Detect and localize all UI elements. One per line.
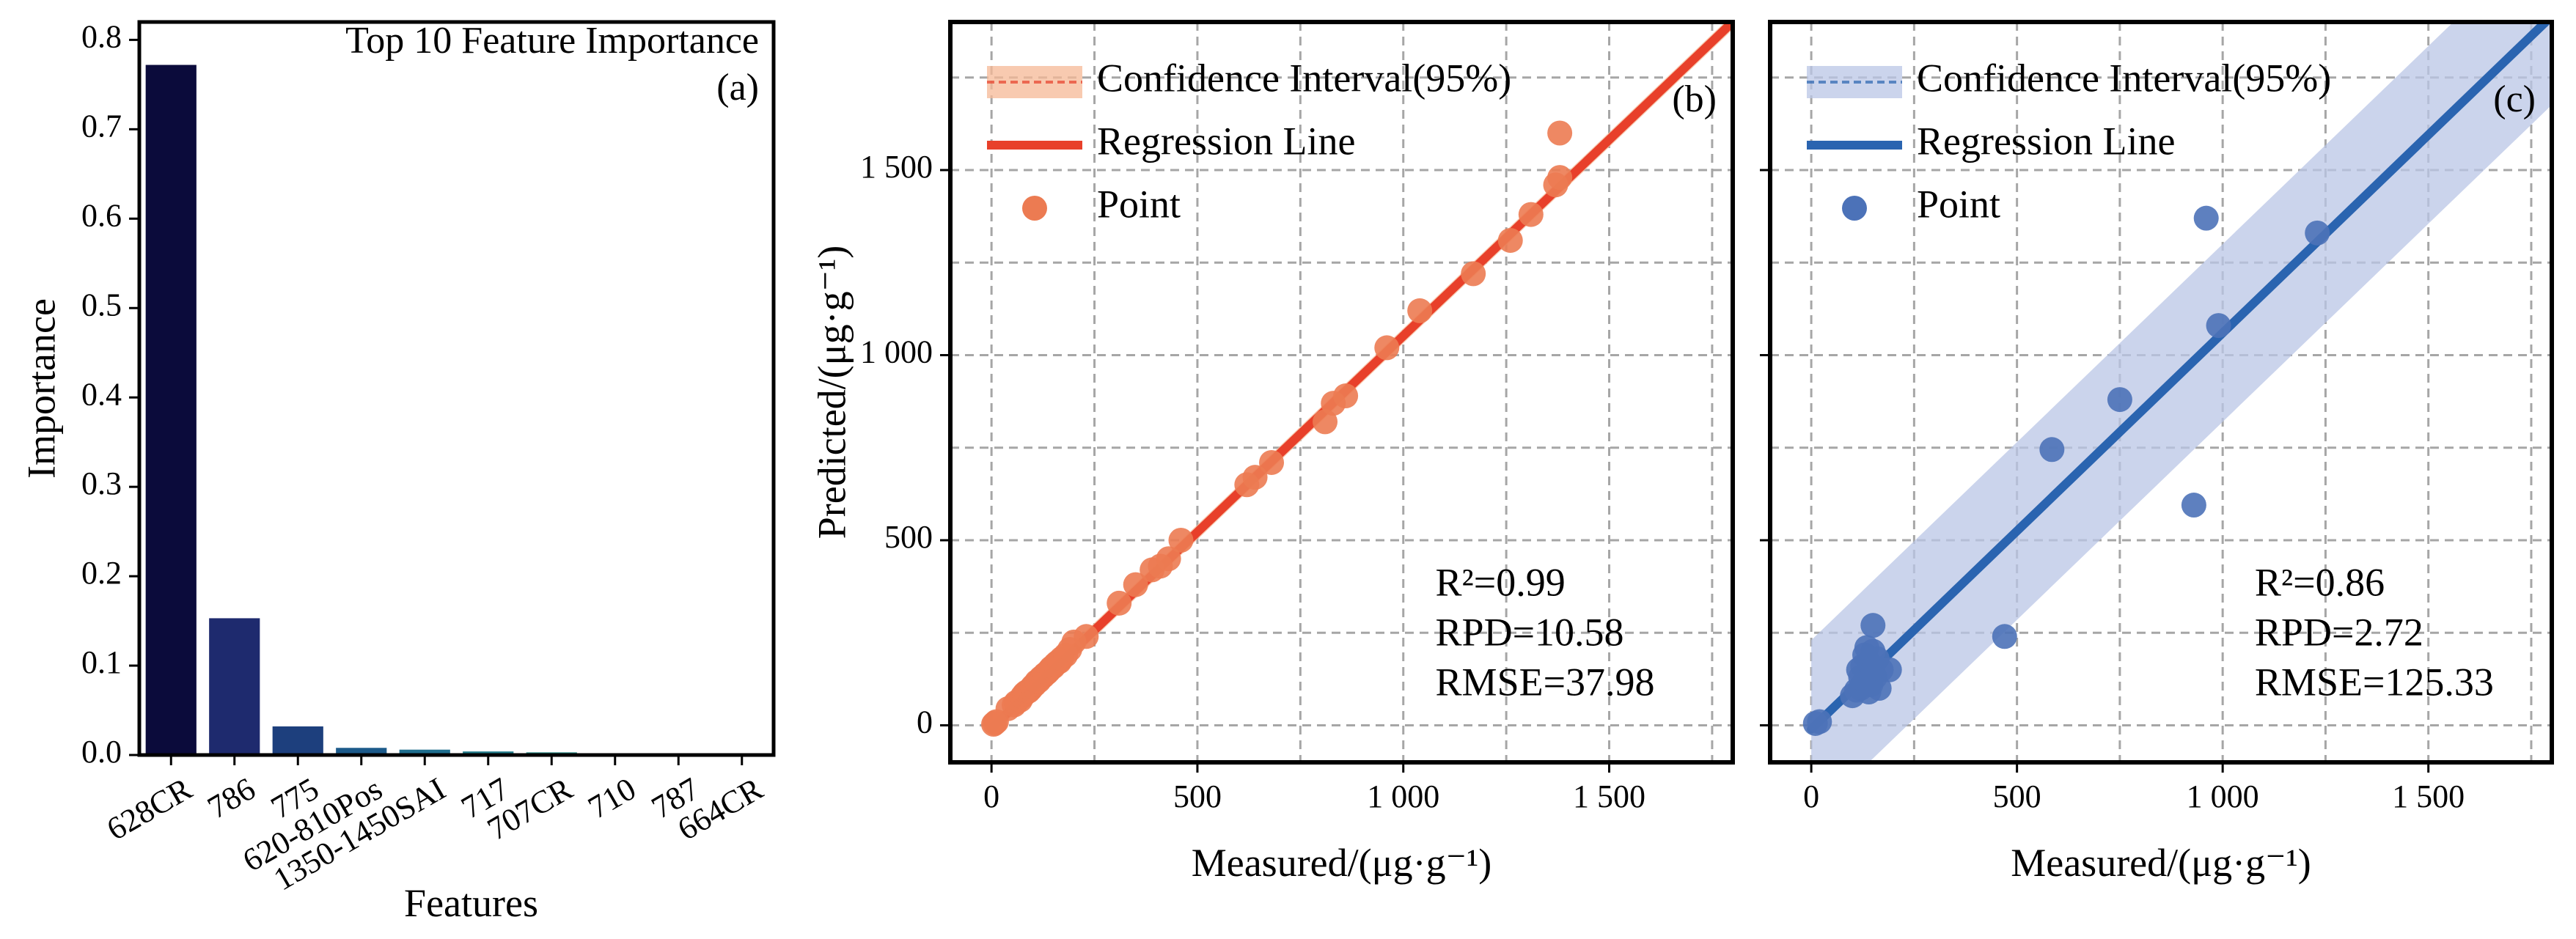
- data-point: [2039, 437, 2065, 463]
- legend-swatch-point: [1022, 196, 1047, 221]
- y-tick-label: 0.7: [81, 108, 122, 144]
- data-point: [1156, 546, 1181, 572]
- x-axis-label: Features: [404, 881, 538, 925]
- panel-label: (a): [716, 67, 759, 108]
- bar: [399, 749, 450, 755]
- data-point: [1123, 572, 1148, 597]
- data-point: [1518, 202, 1544, 227]
- x-tick-label: 0: [1803, 778, 1819, 814]
- stat-text: RMSE=37.98: [1436, 660, 1655, 704]
- data-point: [2193, 205, 2219, 231]
- x-tick-label: 500: [1173, 778, 1222, 814]
- stat-text: RPD=10.58: [1436, 610, 1624, 654]
- data-point: [1461, 261, 1486, 287]
- y-tick-label: 0.2: [81, 555, 122, 591]
- x-tick-label: 628CR: [100, 770, 198, 847]
- x-tick-label: 1 500: [2392, 778, 2465, 814]
- stat-text: RPD=2.72: [2255, 610, 2423, 654]
- stat-text: RMSE=125.33: [2255, 660, 2494, 704]
- plot-frame: [1768, 20, 2554, 765]
- legend-label: Confidence Interval(95%): [1097, 56, 1511, 100]
- data-point: [1242, 465, 1268, 490]
- bar: [209, 618, 260, 755]
- legend-label: Confidence Interval(95%): [1917, 56, 2331, 100]
- legend-label: Regression Line: [1097, 119, 1355, 163]
- x-tick-label: 1 500: [1573, 778, 1645, 814]
- y-tick-label: 0.4: [81, 376, 122, 412]
- data-point: [1074, 624, 1099, 649]
- data-point: [1866, 676, 1892, 701]
- bar: [272, 726, 323, 755]
- y-tick-label: 500: [884, 519, 933, 555]
- data-point: [1107, 590, 1132, 616]
- panel-label: (c): [2493, 78, 2536, 120]
- y-tick-label: 0.5: [81, 287, 122, 323]
- regression-line: [1807, 22, 2552, 734]
- data-point: [2206, 313, 2231, 339]
- y-tick-label: 0.3: [81, 465, 122, 501]
- legend-label: Point: [1097, 182, 1181, 226]
- data-point: [2181, 493, 2206, 518]
- legend-swatch-point: [1842, 196, 1867, 221]
- regression-group: [980, 22, 1733, 737]
- y-tick-label: 0.6: [81, 197, 122, 233]
- plot-frame: [948, 20, 1735, 765]
- data-point: [1168, 528, 1194, 553]
- data-point: [1876, 657, 1902, 682]
- y-tick-label: 1 500: [860, 149, 933, 185]
- stat-text: R²=0.86: [2255, 560, 2385, 604]
- confidence-band: [1811, 22, 2552, 762]
- data-point: [1407, 298, 1433, 323]
- x-tick-label: 500: [1993, 778, 2041, 814]
- data-point: [2107, 387, 2132, 413]
- y-tick-label: 1 000: [860, 334, 933, 370]
- y-tick-label: 0.8: [81, 18, 122, 54]
- x-tick-label: 1 000: [2187, 778, 2259, 814]
- data-point: [1807, 709, 1832, 734]
- y-axis-label: Importance: [19, 298, 63, 479]
- x-axis-label: Measured/(μg·g⁻¹): [2011, 841, 2311, 885]
- x-tick-label: 0: [983, 778, 999, 814]
- y-tick-label: 0: [917, 704, 933, 740]
- bar: [336, 748, 387, 755]
- y-tick-label: 0.1: [81, 644, 122, 680]
- stat-text: R²=0.99: [1436, 560, 1566, 604]
- panel-label: (b): [1672, 78, 1717, 120]
- regression-group: [1802, 22, 2552, 762]
- x-tick-label: 710: [582, 770, 642, 825]
- x-tick-label: 1 000: [1367, 778, 1439, 814]
- plot-frame: [137, 20, 776, 757]
- data-point: [2305, 220, 2330, 246]
- data-point: [1860, 613, 1886, 638]
- data-point: [1259, 449, 1285, 475]
- x-tick-label: 786: [202, 770, 262, 825]
- data-point: [1497, 227, 1523, 253]
- bar: [145, 65, 197, 756]
- legend-label: Regression Line: [1917, 119, 2175, 163]
- y-tick-label: 0.0: [81, 734, 122, 770]
- x-axis-label: Measured/(μg·g⁻¹): [1192, 841, 1492, 885]
- data-point: [1333, 383, 1359, 409]
- legend-label: Point: [1917, 182, 2000, 226]
- data-point: [1992, 624, 2017, 649]
- y-axis-label: Predicted/(μg·g⁻¹): [810, 246, 854, 540]
- data-point: [1547, 120, 1573, 146]
- data-point: [1374, 335, 1400, 361]
- data-point: [1547, 165, 1573, 191]
- chart-title: Top 10 Feature Importance: [345, 20, 759, 62]
